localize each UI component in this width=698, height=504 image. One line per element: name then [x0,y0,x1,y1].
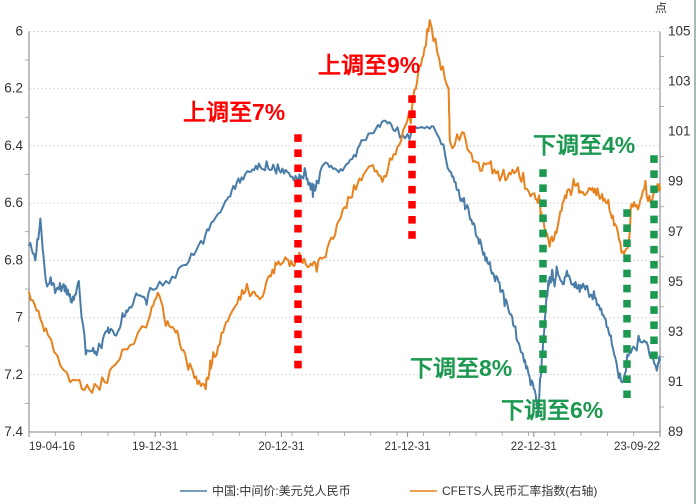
svg-text:CFETS人民币汇率指数(右轴): CFETS人民币汇率指数(右轴) [442,483,597,498]
svg-text:101: 101 [668,124,691,139]
svg-text:下调至6%: 下调至6% [501,397,603,423]
svg-text:7.2: 7.2 [4,367,23,382]
svg-text:91: 91 [668,374,683,389]
svg-text:95: 95 [668,274,683,289]
svg-text:99: 99 [668,174,683,189]
svg-text:97: 97 [668,224,683,239]
svg-text:7.4: 7.4 [4,424,23,439]
svg-text:105: 105 [668,24,691,39]
svg-text:7: 7 [15,310,23,325]
svg-text:上调至9%: 上调至9% [318,52,420,78]
svg-text:19-04-16: 19-04-16 [29,441,75,453]
svg-text:中国:中间价:美元兑人民币: 中国:中间价:美元兑人民币 [212,483,351,498]
svg-text:6.2: 6.2 [4,81,23,96]
svg-text:上调至7%: 上调至7% [183,99,285,125]
svg-text:103: 103 [668,74,691,89]
svg-text:下调至4%: 下调至4% [533,132,635,158]
svg-text:6.8: 6.8 [4,252,23,267]
svg-text:6: 6 [15,24,23,39]
svg-text:89: 89 [668,424,683,439]
svg-text:23-09-22: 23-09-22 [614,441,660,453]
svg-text:点: 点 [655,1,667,15]
svg-text:19-12-31: 19-12-31 [132,441,178,453]
svg-text:下调至8%: 下调至8% [410,355,512,381]
svg-text:20-12-31: 20-12-31 [258,441,304,453]
svg-text:22-12-31: 22-12-31 [511,441,557,453]
svg-text:21-12-31: 21-12-31 [385,441,431,453]
svg-text:93: 93 [668,324,683,339]
svg-text:6.4: 6.4 [4,138,23,153]
svg-text:6.6: 6.6 [4,195,23,210]
